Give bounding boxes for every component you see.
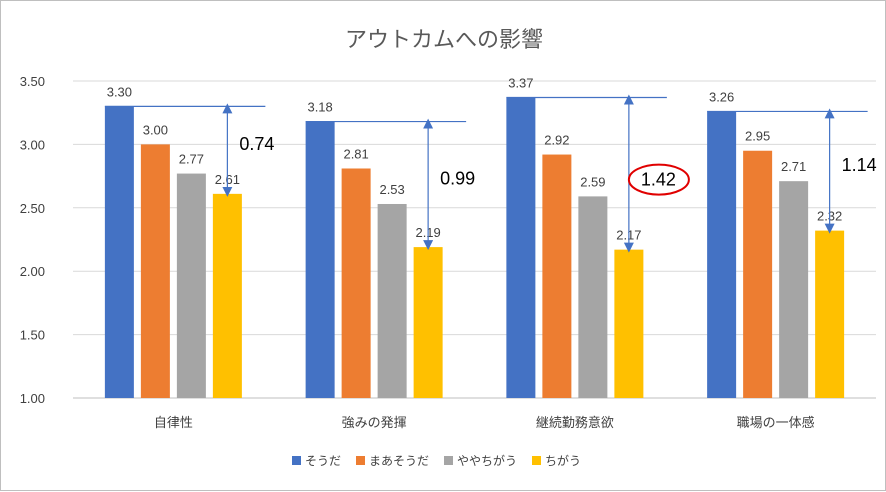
difference-label: 0.74 [239,134,274,154]
bar [578,196,608,398]
bar [176,173,206,398]
bars [104,97,845,399]
data-label: 3.37 [508,75,533,90]
category-label: 職場の一体感 [737,415,815,431]
bar [413,247,443,398]
legend-swatch [292,456,301,465]
data-label: 2.77 [179,152,204,167]
data-label: 2.95 [745,129,770,144]
y-tick-label: 1.00 [20,391,45,406]
bar [542,154,572,398]
difference-annotations: 0.74 0.99 1.42 1.14 [104,94,877,253]
bar [341,168,371,398]
bar [815,230,845,398]
data-label: 3.26 [709,89,734,104]
data-label: 2.53 [379,182,404,197]
y-tick-label: 2.50 [20,201,45,216]
difference-label: 0.99 [440,168,475,188]
bar [779,181,809,398]
bar [305,121,335,399]
data-label: 2.59 [580,174,605,189]
category-labels: 自律性 強みの発揮 継続勤務意欲 職場の一体感 [154,415,815,431]
data-label: 2.92 [544,133,569,148]
difference-label: 1.14 [842,155,877,175]
chart-title: アウトカムへの影響 [345,28,543,53]
legend-label: ちがう [545,453,581,468]
category-label: 強みの発揮 [342,416,407,431]
bar [506,97,536,398]
bar [614,249,644,398]
data-label: 3.18 [307,100,332,115]
legend-swatch [356,456,365,465]
data-label: 2.81 [343,146,368,161]
gridlines [73,80,876,399]
category-label: 自律性 [154,416,193,431]
legend-label: そうだ [305,454,341,468]
y-tick-label: 1.50 [20,328,45,343]
data-label: 2.71 [781,159,806,174]
y-axis-tick-labels: 1.00 1.50 2.00 2.50 3.00 3.50 [20,74,45,406]
bar [377,203,407,398]
difference-label: 1.42 [641,170,676,190]
legend-label: まあそうだ [369,454,429,468]
legend-swatch [444,456,453,465]
y-tick-label: 3.50 [20,74,45,89]
bar [707,111,737,398]
bar [212,193,242,398]
legend: そうだ まあそうだ ややちがう ちがう [292,453,581,468]
legend-label: ややちがう [457,453,517,468]
y-tick-label: 3.00 [20,137,45,152]
highlight-circle [627,163,690,196]
legend-swatch [532,456,541,465]
data-label: 3.00 [143,122,168,137]
bar [743,150,773,398]
y-tick-label: 2.00 [20,264,45,279]
category-label: 継続勤務意欲 [536,415,614,431]
bar [104,106,134,399]
bar [140,144,170,398]
data-label: 3.30 [107,84,132,99]
